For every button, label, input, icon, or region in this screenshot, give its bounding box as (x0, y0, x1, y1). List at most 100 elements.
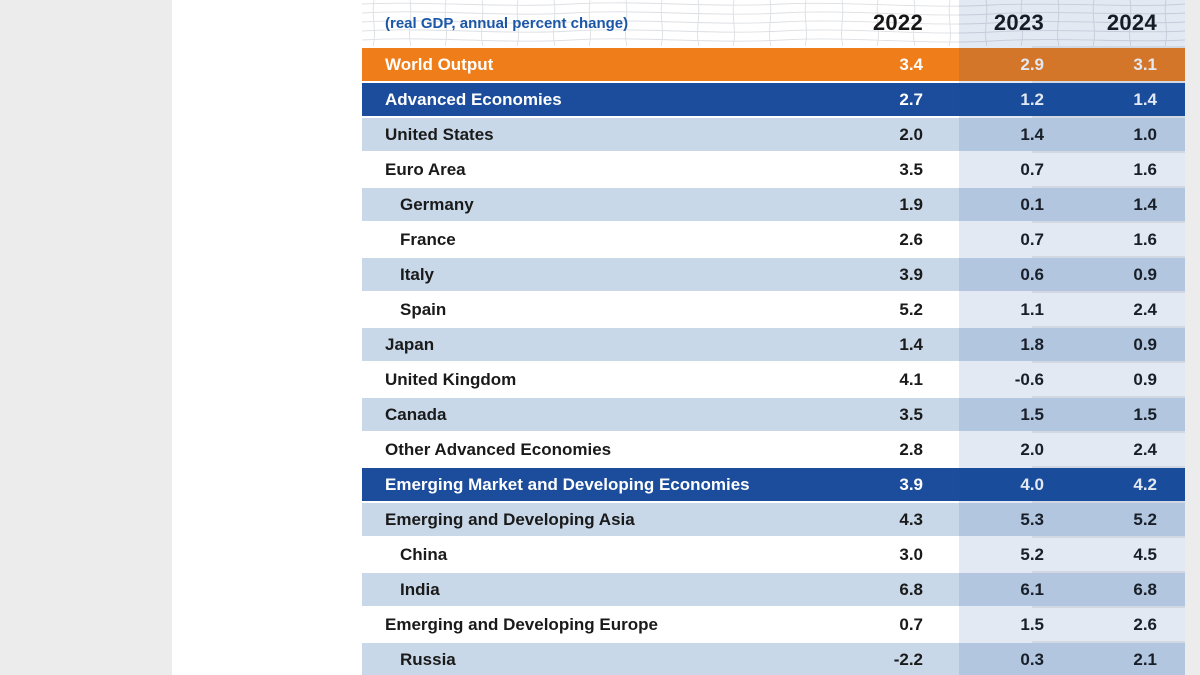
content-card: (real GDP, annual percent change) 2022 2… (172, 0, 1185, 675)
value-2022: 4.3 (899, 509, 923, 529)
table-row: Italy 3.9 0.6 0.9 (362, 258, 1185, 291)
row-label: Russia (400, 649, 456, 669)
table-header: (real GDP, annual percent change) 2022 2… (362, 0, 1185, 46)
row-label: Advanced Economies (385, 89, 562, 109)
row-label: Emerging Market and Developing Economies (385, 474, 750, 494)
row-label: India (400, 579, 440, 599)
value-2024: 2.1 (1133, 649, 1157, 669)
value-2023: 0.3 (1020, 649, 1044, 669)
row-label: Other Advanced Economies (385, 439, 612, 459)
table-row: Japan 1.4 1.8 0.9 (362, 328, 1185, 361)
row-label: Germany (400, 194, 474, 214)
value-2023: 2.9 (1020, 54, 1044, 74)
value-2023: 1.4 (1020, 124, 1044, 144)
value-2023: 1.1 (1020, 299, 1044, 319)
value-2023: 2.0 (1020, 439, 1044, 459)
value-2023: -0.6 (1014, 369, 1044, 389)
year-header-2024: 2024 (1106, 10, 1157, 35)
value-2024: 2.4 (1133, 439, 1157, 459)
row-label: China (400, 544, 448, 564)
value-2022: 1.4 (899, 334, 923, 354)
value-2023: 1.5 (1020, 614, 1044, 634)
value-2023: 5.2 (1020, 544, 1044, 564)
value-2022: 2.8 (899, 439, 923, 459)
value-2023: 5.3 (1020, 509, 1044, 529)
value-2023: 0.1 (1020, 194, 1044, 214)
row-label: Spain (400, 299, 447, 319)
table-row: Emerging and Developing Europe 0.7 1.5 2… (362, 608, 1185, 641)
value-2024: 2.4 (1133, 299, 1157, 319)
row-label: World Output (385, 54, 494, 74)
value-2022: 2.0 (899, 124, 923, 144)
row-label: Canada (385, 404, 447, 424)
value-2022: 6.8 (899, 579, 923, 599)
row-label: Euro Area (385, 159, 466, 179)
value-2024: 4.5 (1133, 544, 1157, 564)
table-row: Russia -2.2 0.3 2.1 (362, 643, 1185, 675)
value-2022: 3.4 (899, 54, 923, 74)
value-2024: 4.2 (1133, 474, 1157, 494)
value-2024: 1.4 (1133, 89, 1157, 109)
value-2022: 3.9 (899, 264, 923, 284)
table-row: Spain 5.2 1.1 2.4 (362, 293, 1185, 326)
value-2024: 1.6 (1133, 229, 1157, 249)
gdp-projections-table: (real GDP, annual percent change) 2022 2… (362, 0, 1185, 675)
value-2024: 1.5 (1133, 404, 1157, 424)
value-2023: 0.7 (1020, 229, 1044, 249)
value-2022: 5.2 (899, 299, 923, 319)
table-body: World Output 3.4 2.9 3.1 Advanced Econom… (362, 48, 1185, 675)
table-row: Other Advanced Economies 2.8 2.0 2.4 (362, 433, 1185, 466)
table-row: Advanced Economies 2.7 1.2 1.4 (362, 83, 1185, 116)
value-2023: 0.6 (1020, 264, 1044, 284)
table-row: China 3.0 5.2 4.5 (362, 538, 1185, 571)
value-2022: 2.6 (899, 229, 923, 249)
table-row: Emerging Market and Developing Economies… (362, 468, 1185, 501)
table-row: Germany 1.9 0.1 1.4 (362, 188, 1185, 221)
row-label: Italy (400, 264, 435, 284)
year-header-2022: 2022 (872, 10, 923, 35)
value-2022: -2.2 (893, 649, 923, 669)
table-row: Emerging and Developing Asia 4.3 5.3 5.2 (362, 503, 1185, 536)
value-2024: 0.9 (1133, 369, 1157, 389)
row-label: France (400, 229, 456, 249)
value-2024: 1.4 (1133, 194, 1157, 214)
value-2023: 1.2 (1020, 89, 1044, 109)
value-2023: 6.1 (1020, 579, 1044, 599)
value-2022: 3.5 (899, 404, 923, 424)
row-label: Emerging and Developing Asia (385, 509, 635, 529)
value-2022: 3.9 (899, 474, 923, 494)
value-2023: 1.8 (1020, 334, 1044, 354)
table-row: France 2.6 0.7 1.6 (362, 223, 1185, 256)
table-row: India 6.8 6.1 6.8 (362, 573, 1185, 606)
value-2023: 0.7 (1020, 159, 1044, 179)
value-2022: 3.0 (899, 544, 923, 564)
table-row: Canada 3.5 1.5 1.5 (362, 398, 1185, 431)
value-2024: 6.8 (1133, 579, 1157, 599)
table-subtitle: (real GDP, annual percent change) (385, 14, 629, 32)
value-2024: 2.6 (1133, 614, 1157, 634)
value-2022: 4.1 (899, 369, 923, 389)
year-header-2023: 2023 (993, 10, 1044, 35)
row-label: Emerging and Developing Europe (385, 614, 658, 634)
value-2023: 4.0 (1020, 474, 1044, 494)
value-2024: 1.0 (1133, 124, 1157, 144)
table-row: Euro Area 3.5 0.7 1.6 (362, 153, 1185, 186)
table-row: United States 2.0 1.4 1.0 (362, 118, 1185, 151)
row-label: Japan (385, 334, 435, 354)
value-2024: 0.9 (1133, 334, 1157, 354)
row-label: United States (385, 124, 494, 144)
value-2023: 1.5 (1020, 404, 1044, 424)
table-row: United Kingdom 4.1 -0.6 0.9 (362, 363, 1185, 396)
row-label: United Kingdom (385, 369, 517, 389)
contour-texture-icon (362, 0, 1185, 46)
value-2022: 3.5 (899, 159, 923, 179)
value-2024: 5.2 (1133, 509, 1157, 529)
value-2024: 3.1 (1133, 54, 1157, 74)
value-2024: 1.6 (1133, 159, 1157, 179)
value-2022: 0.7 (899, 614, 923, 634)
value-2022: 2.7 (899, 89, 923, 109)
value-2022: 1.9 (899, 194, 923, 214)
value-2024: 0.9 (1133, 264, 1157, 284)
table-row: World Output 3.4 2.9 3.1 (362, 48, 1185, 81)
